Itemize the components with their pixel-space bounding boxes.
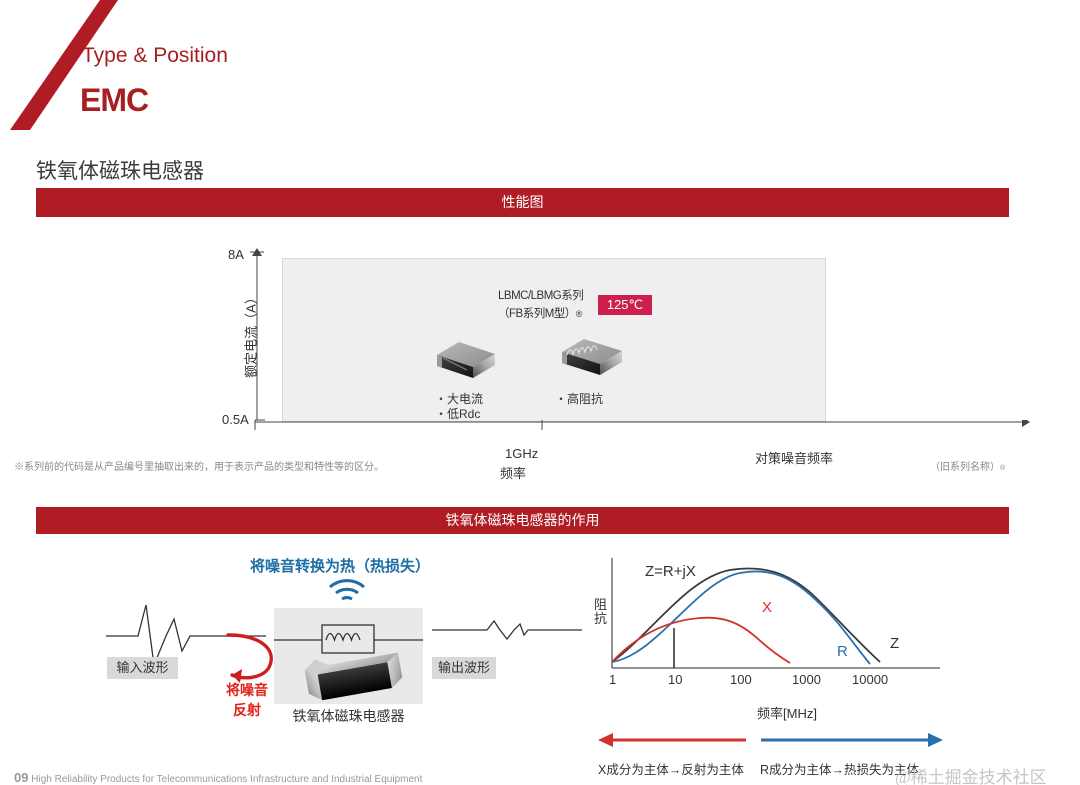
svg-text:Z: Z xyxy=(890,635,899,652)
svg-text:1: 1 xyxy=(609,672,616,687)
svg-text:100: 100 xyxy=(730,672,752,687)
svg-text:10: 10 xyxy=(668,672,682,687)
svg-text:R: R xyxy=(837,643,848,660)
svg-text:X: X xyxy=(762,599,772,616)
svg-text:1000: 1000 xyxy=(792,672,821,687)
svg-text:10000: 10000 xyxy=(852,672,888,687)
